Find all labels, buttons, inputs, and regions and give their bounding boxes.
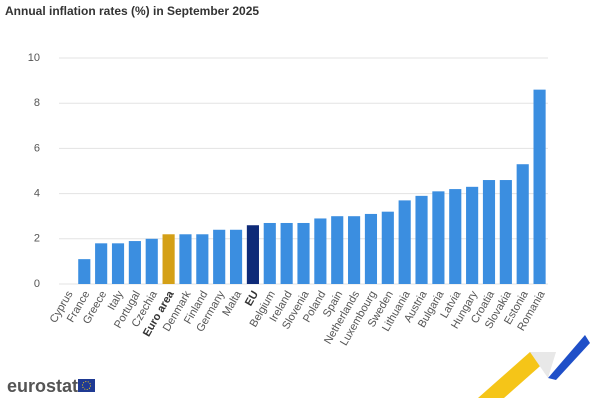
y-tick-label: 6 <box>34 142 40 154</box>
bar <box>516 164 529 284</box>
bar <box>432 191 445 284</box>
bar <box>499 180 512 284</box>
logo-text: eurostat <box>7 376 78 396</box>
bar <box>466 186 479 284</box>
bar <box>348 216 361 284</box>
bar <box>95 243 108 284</box>
bar <box>145 238 158 284</box>
bar <box>364 213 378 284</box>
bar <box>213 229 226 284</box>
bar <box>162 234 175 284</box>
bar <box>246 225 259 284</box>
bar <box>179 234 192 284</box>
bar <box>196 234 209 284</box>
y-tick-label: 8 <box>34 97 40 109</box>
y-tick-label: 0 <box>34 278 40 290</box>
bar <box>111 243 125 284</box>
bar <box>331 216 344 284</box>
bar <box>297 222 310 284</box>
decoration <box>478 335 590 398</box>
bar <box>280 222 293 284</box>
eu-flag <box>78 379 95 392</box>
bar <box>533 89 546 284</box>
y-tick-label: 4 <box>34 188 40 200</box>
bar <box>415 195 428 284</box>
bar <box>482 180 496 284</box>
x-tick-label: Malta <box>220 288 244 318</box>
bar <box>398 200 411 284</box>
bar <box>263 222 276 284</box>
bar <box>229 229 243 284</box>
bar <box>314 218 327 284</box>
bar <box>449 189 462 284</box>
bar <box>128 241 141 284</box>
bar <box>78 259 91 284</box>
y-tick-label: 2 <box>34 233 40 245</box>
bar <box>381 211 394 284</box>
y-tick-label: 10 <box>28 52 40 64</box>
chart-title: Annual inflation rates (%) in September … <box>5 4 259 18</box>
